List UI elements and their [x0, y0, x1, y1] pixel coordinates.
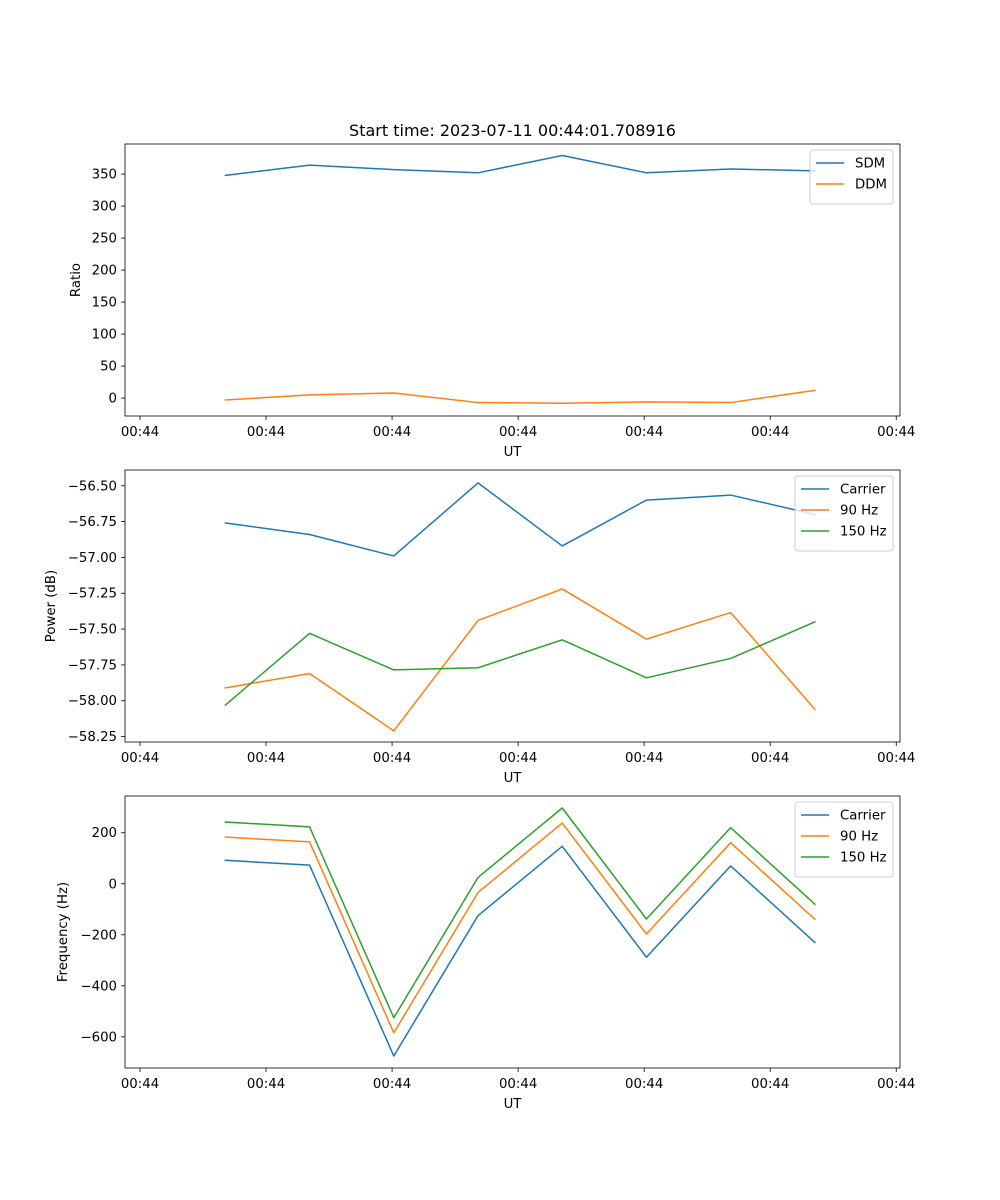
series-line-sdm	[224, 154, 816, 177]
x-axis-label: UT	[504, 1097, 523, 1112]
y-tick-label: 0	[109, 392, 117, 407]
y-axis-label: Power (dB)	[44, 570, 59, 642]
x-tick-label: 00:44	[499, 751, 537, 766]
legend-label: DDM	[855, 178, 887, 193]
x-tick-label: 00:44	[877, 425, 915, 440]
series-line-150-hz	[224, 620, 816, 707]
y-tick-label: −56.50	[68, 479, 117, 494]
y-tick-label: −57.50	[68, 623, 117, 638]
series-line-90-hz	[224, 822, 816, 1034]
axes-frame	[124, 143, 901, 417]
y-axis-label: Ratio	[69, 263, 84, 297]
y-tick-label: −56.75	[68, 515, 117, 530]
x-tick-label: 00:44	[499, 1077, 537, 1092]
x-tick-label: 00:44	[625, 1077, 663, 1092]
legend-label: 150 Hz	[840, 851, 887, 866]
x-tick-label: 00:44	[121, 751, 159, 766]
axes-frame	[124, 469, 901, 743]
x-tick-label: 00:44	[877, 751, 915, 766]
y-tick-label: −58.00	[68, 694, 117, 709]
chart-title: Start time: 2023-07-11 00:44:01.708916	[349, 121, 676, 140]
y-tick-label: −58.25	[68, 730, 117, 745]
y-tick-label: −200	[80, 928, 117, 943]
x-tick-label: 00:44	[247, 751, 285, 766]
y-tick-label: 0	[109, 877, 117, 892]
x-axis-label: UT	[504, 445, 523, 460]
series-line-150-hz	[224, 807, 816, 1019]
axes-frame	[124, 795, 901, 1069]
x-tick-label: 00:44	[625, 425, 663, 440]
chart-3: 00:4400:4400:4400:4400:4400:4400:4400:45…	[56, 795, 915, 1112]
x-tick-label: 00:44	[247, 1077, 285, 1092]
legend-label: 90 Hz	[840, 830, 878, 845]
y-tick-label: 150	[92, 296, 117, 311]
y-axis-label: Frequency (Hz)	[56, 882, 71, 982]
x-tick-label: 00:44	[751, 751, 789, 766]
x-tick-label: 00:44	[373, 425, 411, 440]
x-tick-label: 00:44	[121, 425, 159, 440]
x-tick-label: 00:44	[751, 1077, 789, 1092]
series-line-ddm	[224, 389, 816, 404]
legend-label: 150 Hz	[840, 525, 887, 540]
x-axis-label: UT	[504, 771, 523, 786]
x-tick-label: 00:44	[373, 1077, 411, 1092]
x-tick-label: 00:44	[877, 1077, 915, 1092]
series-line-90-hz	[224, 588, 816, 732]
legend-label: Carrier	[840, 483, 886, 498]
chart-1: Start time: 2023-07-11 00:44:01.70891600…	[69, 121, 915, 460]
legend-box	[794, 475, 894, 552]
y-tick-label: 50	[100, 360, 117, 375]
series-line-carrier	[224, 845, 816, 1057]
legend-label: SDM	[855, 157, 885, 172]
y-tick-label: 200	[92, 826, 117, 841]
legend-label: 90 Hz	[840, 504, 878, 519]
y-tick-label: 350	[92, 168, 117, 183]
x-tick-label: 00:44	[247, 425, 285, 440]
x-tick-label: 00:44	[373, 751, 411, 766]
y-tick-label: −57.75	[68, 658, 117, 673]
y-tick-label: 200	[92, 264, 117, 279]
chart-2: 00:4400:4400:4400:4400:4400:4400:4400:45…	[44, 469, 915, 786]
series-line-carrier	[224, 482, 816, 557]
y-tick-label: 250	[92, 232, 117, 247]
legend-box	[794, 801, 894, 878]
y-tick-label: 300	[92, 200, 117, 215]
y-tick-label: −57.00	[68, 551, 117, 566]
x-tick-label: 00:44	[121, 1077, 159, 1092]
x-tick-label: 00:44	[499, 425, 537, 440]
y-tick-label: −57.25	[68, 587, 117, 602]
y-tick-label: −600	[80, 1030, 117, 1045]
x-tick-label: 00:44	[751, 425, 789, 440]
y-tick-label: 100	[92, 328, 117, 343]
x-tick-label: 00:44	[625, 751, 663, 766]
legend-label: Carrier	[840, 809, 886, 824]
y-tick-label: −400	[80, 979, 117, 994]
